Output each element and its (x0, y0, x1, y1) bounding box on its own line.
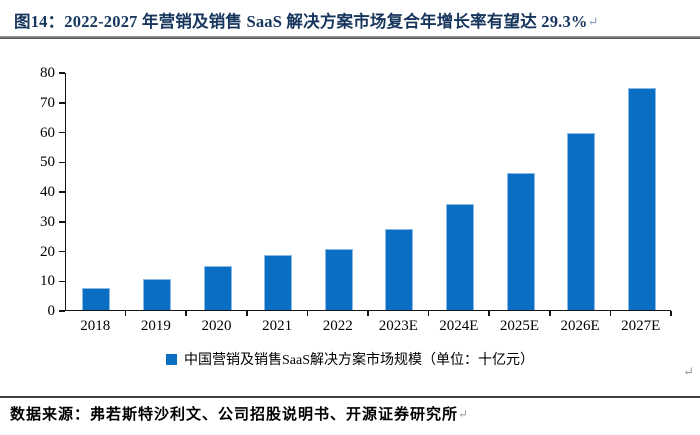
bar-2021 (264, 254, 293, 310)
legend-label: 中国营销及销售SaaS解决方案市场规模（单位：十亿元） (184, 353, 534, 368)
chart-legend: 中国营销及销售SaaS解决方案市场规模（单位：十亿元） (0, 349, 700, 369)
x-axis-tick (609, 311, 612, 316)
y-axis-label: 60 (40, 124, 55, 141)
y-axis-label: 50 (40, 154, 55, 171)
x-axis-tick (306, 311, 309, 316)
x-axis-tick (246, 311, 248, 316)
plot-area (65, 73, 671, 311)
figure-title-text: 图14：2022-2027 年营销及销售 SaaS 解决方案市场复合年增长率有望… (14, 12, 588, 31)
x-axis-tick (367, 311, 369, 316)
x-axis-tick (427, 311, 430, 316)
x-axis-label: 2024E (439, 318, 479, 334)
bar-2019 (142, 278, 171, 310)
x-axis-label: 2019 (140, 318, 171, 334)
y-axis-tick (59, 250, 65, 253)
paragraph-return-icon: ↵ (587, 14, 599, 29)
bar-2023E (385, 229, 414, 310)
y-axis-tick (59, 191, 65, 193)
bar-2022 (324, 248, 353, 310)
y-axis-label: 10 (40, 273, 55, 290)
x-axis-label: 2026E (560, 318, 600, 334)
y-axis-label: 0 (47, 303, 56, 319)
x-axis-tick (124, 311, 127, 316)
x-axis-label: 2023E (378, 318, 418, 334)
y-axis-label: 30 (40, 213, 55, 230)
x-axis-tick (670, 311, 672, 316)
y-axis-tick (59, 131, 65, 134)
bar-2027E (627, 88, 656, 310)
y-axis-tick (59, 161, 65, 163)
x-axis-label: 2021 (262, 318, 293, 334)
y-axis-tick (59, 221, 65, 223)
source-separator (0, 396, 700, 398)
x-axis-label: 2025E (499, 318, 540, 334)
bar-2025E (506, 172, 535, 310)
bar-2024E (445, 203, 474, 310)
x-axis-label: 2018 (80, 318, 111, 334)
y-axis-label: 70 (40, 94, 55, 111)
y-axis-tick (59, 310, 65, 312)
paragraph-return-icon: ↵ (683, 364, 694, 379)
x-axis-label: 2022 (322, 318, 353, 334)
bar-2020 (203, 266, 232, 310)
y-axis-tick (59, 102, 65, 104)
x-axis-tick (185, 311, 187, 316)
data-source-text: 数据来源：弗若斯特沙利文、公司招股说明书、开源证券研究所 (10, 407, 459, 423)
bar-2018 (82, 288, 111, 310)
y-axis-label: 40 (40, 184, 55, 200)
x-axis-label: 2020 (201, 318, 232, 334)
bar-2026E (567, 132, 596, 310)
title-separator (0, 36, 700, 39)
figure-title: 图14：2022-2027 年营销及销售 SaaS 解决方案市场复合年增长率有望… (14, 8, 694, 32)
y-axis-label: 20 (40, 243, 55, 260)
bar-chart: 0 10 20 30 40 50 60 70 80 2018 2019 2020 2021 2022 202… (0, 40, 700, 342)
x-axis-label: 2027E (621, 318, 661, 334)
y-axis-tick (59, 72, 65, 74)
y-axis-label: 80 (40, 65, 55, 81)
y-axis-tick (59, 280, 65, 282)
x-axis-tick (549, 311, 551, 316)
data-source: 数据来源：弗若斯特沙利文、公司招股说明书、开源证券研究所↵ (10, 403, 696, 424)
paragraph-return-icon: ↵ (458, 407, 470, 421)
legend-swatch (166, 353, 177, 365)
x-axis-tick (488, 311, 490, 316)
